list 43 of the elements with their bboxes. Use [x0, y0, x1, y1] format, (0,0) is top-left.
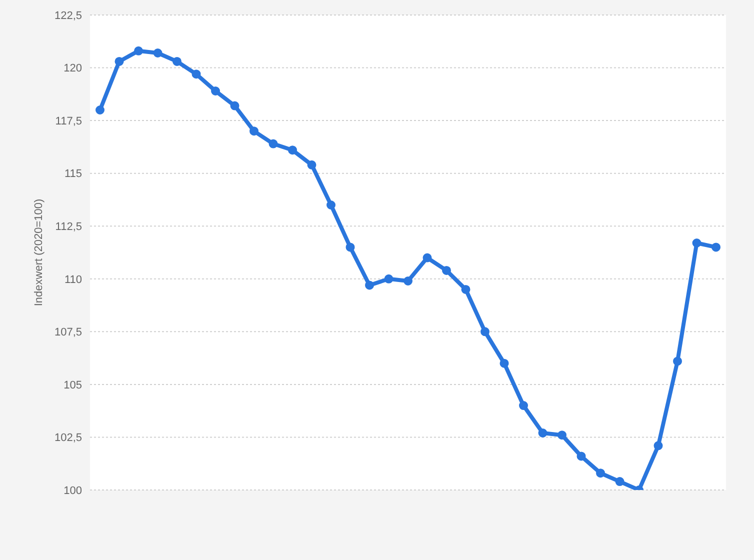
y-tick-label: 122,5: [54, 10, 82, 22]
point: [596, 468, 605, 478]
y-tick-label: 100: [64, 484, 82, 497]
point: [346, 242, 355, 252]
y-tick-label: 105: [64, 379, 82, 392]
point: [461, 284, 470, 294]
point: [558, 430, 566, 440]
point: [172, 56, 182, 66]
point: [365, 280, 374, 290]
point: [519, 401, 528, 410]
point: [153, 48, 162, 58]
point: [538, 428, 548, 438]
point: [673, 356, 682, 366]
point: [192, 70, 201, 79]
point: [422, 253, 432, 262]
y-tick-label: 110: [64, 274, 82, 286]
point: [576, 452, 586, 461]
y-tick-label: 120: [64, 62, 82, 75]
point: [615, 477, 624, 486]
point: [211, 86, 220, 96]
y-tick-label: 102,5: [54, 432, 82, 444]
y-tick-label: 107,5: [54, 326, 82, 339]
point: [134, 46, 143, 56]
point: [480, 327, 490, 336]
point: [654, 441, 663, 450]
point: [114, 56, 124, 66]
y-tick-label: 115: [64, 168, 82, 180]
y-tick-label: 112,5: [55, 221, 82, 234]
y-axis-title: Indexwert (2020=100): [32, 198, 45, 306]
point: [500, 358, 509, 368]
point: [384, 274, 394, 284]
point: [712, 242, 720, 252]
point: [268, 139, 278, 148]
point: [692, 238, 702, 248]
point: [326, 200, 336, 210]
point: [288, 146, 297, 155]
point: [250, 126, 258, 136]
point: [230, 101, 240, 110]
y-tick-label: 117,5: [55, 115, 82, 128]
point: [442, 266, 451, 275]
point: [307, 160, 316, 170]
point: [96, 106, 104, 114]
point: [404, 276, 412, 286]
